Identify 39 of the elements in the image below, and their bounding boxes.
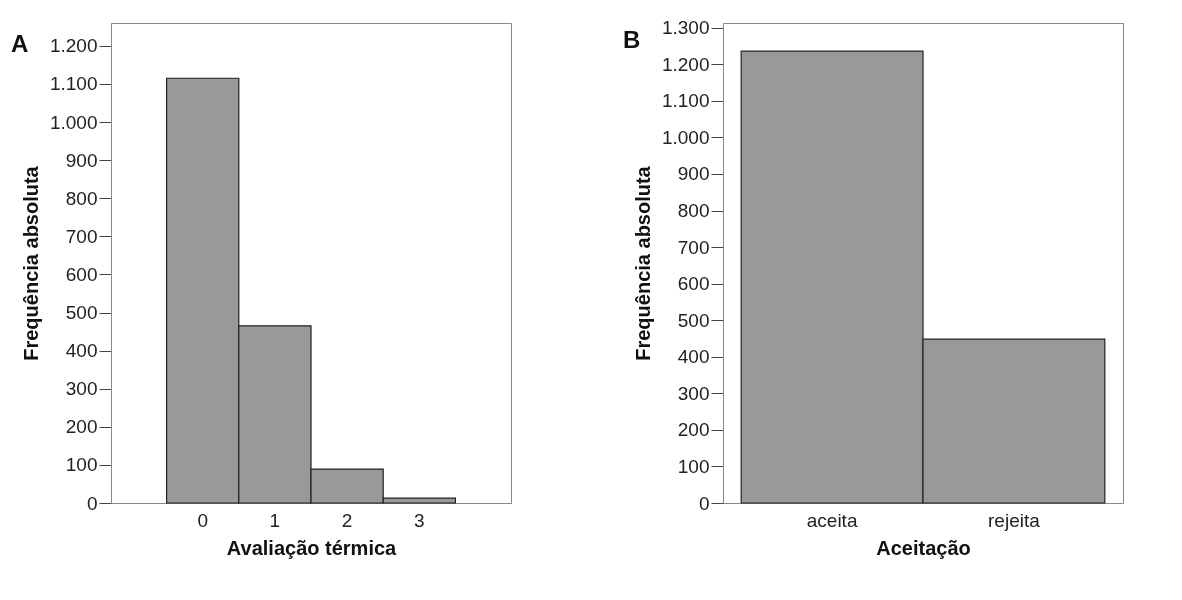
y-tick-label: 1.100: [661, 90, 710, 112]
y-tick-label: 300: [65, 378, 98, 400]
y-tick-label: 500: [65, 302, 98, 324]
y-tick-label: 800: [65, 187, 98, 209]
y-tick-label: 100: [677, 455, 710, 477]
x-tick-label: 2: [341, 509, 353, 531]
y-axis-title: Frequência absoluta: [19, 165, 42, 361]
y-tick-label: 800: [677, 200, 710, 222]
y-tick-label: 600: [65, 263, 98, 285]
y-tick-label: 400: [65, 340, 98, 362]
y-tick-label: 0: [86, 492, 98, 514]
x-axis-title: Aceitação: [876, 536, 971, 559]
y-tick-label: 1.000: [661, 126, 710, 148]
y-tick-label: 700: [65, 225, 98, 247]
y-tick-label: 1.100: [49, 73, 98, 95]
chart-title: A: [11, 30, 29, 57]
y-tick-label: 100: [65, 454, 98, 476]
y-tick-label: 200: [65, 416, 98, 438]
x-axis-title: Avaliação térmica: [226, 536, 398, 559]
x-tick-label: rejeita: [988, 509, 1041, 531]
chart-title: B: [623, 25, 641, 53]
y-tick-label: 1.200: [661, 53, 710, 75]
y-tick-label: 1.200: [49, 35, 98, 57]
y-tick-label: 500: [677, 309, 710, 331]
x-tick-label: 0: [197, 509, 208, 531]
y-tick-label: 0: [698, 492, 710, 514]
y-tick-label: 600: [677, 273, 710, 295]
x-tick-label: aceita: [806, 509, 858, 531]
y-axis-title: Frequência absoluta: [631, 165, 654, 361]
x-tick-label: 3: [414, 509, 425, 531]
y-tick-label: 1.300: [661, 17, 710, 39]
y-tick-label: 900: [65, 149, 98, 171]
y-tick-label: 900: [677, 163, 710, 185]
y-tick-label: 400: [677, 346, 710, 368]
x-tick-label: 1: [269, 509, 281, 531]
y-tick-label: 700: [677, 236, 710, 258]
y-tick-label: 1.000: [49, 111, 98, 133]
y-tick-label: 300: [677, 382, 710, 404]
y-tick-label: 200: [677, 419, 710, 441]
